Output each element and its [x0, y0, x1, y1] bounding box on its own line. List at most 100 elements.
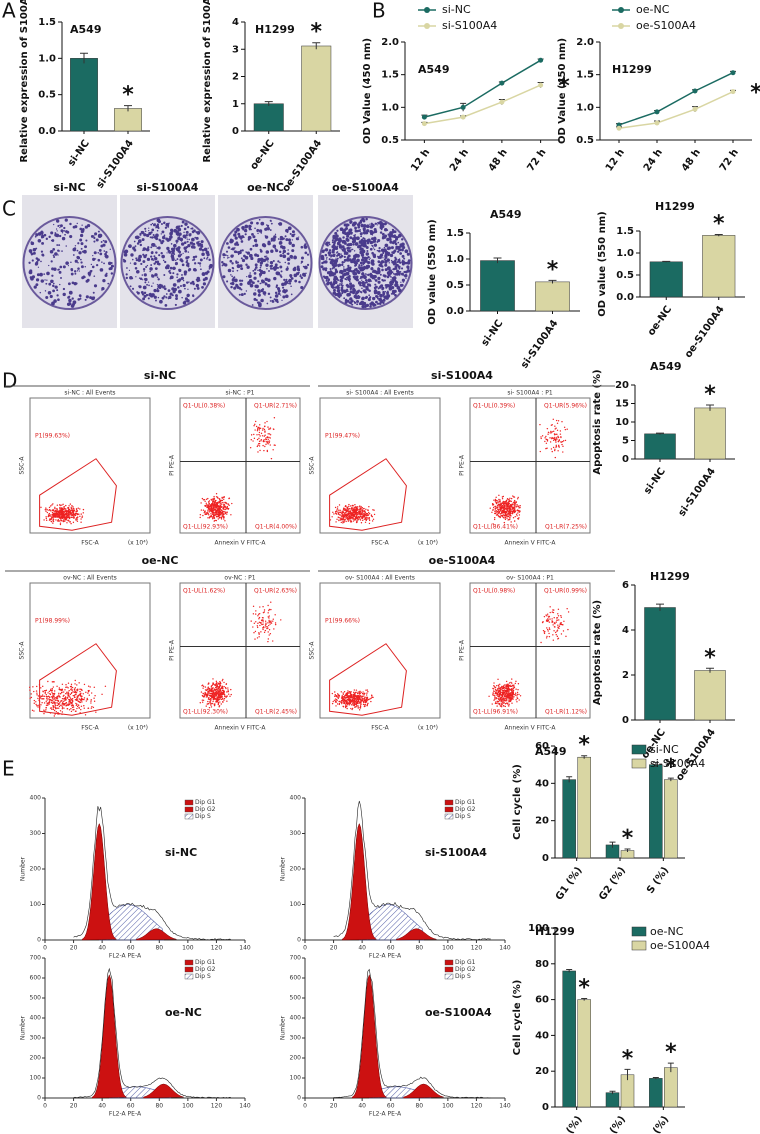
event-dot [85, 700, 88, 702]
colony [321, 261, 324, 265]
event-dot [46, 697, 48, 699]
event-dot [217, 686, 220, 688]
event-dot [225, 695, 227, 698]
event-dot [70, 705, 73, 707]
colony [394, 267, 398, 270]
y-tick-label: 0.0 [38, 126, 56, 137]
y-axis-label: Relative expression of S100A4 [19, 0, 30, 163]
event-dot [250, 439, 252, 441]
event-dot [213, 688, 216, 690]
event-dot [267, 616, 269, 618]
y-tick-label: 1.0 [616, 248, 634, 259]
event-dot [64, 699, 66, 701]
event-dot [73, 695, 75, 697]
event-dot [54, 713, 56, 715]
colony [48, 235, 51, 239]
colony [39, 291, 42, 294]
event-dot [70, 516, 73, 519]
event-dot [62, 520, 65, 522]
event-dot [552, 439, 555, 442]
event-dot [35, 701, 37, 703]
colony [278, 242, 282, 245]
event-dot [72, 521, 75, 524]
colony [35, 261, 39, 264]
event-dot [75, 710, 77, 712]
colony [266, 226, 270, 231]
gate-label: P1(99.47%) [325, 433, 360, 440]
event-dot [89, 686, 91, 688]
colony [306, 253, 310, 256]
event-dot [505, 501, 508, 503]
colony [226, 242, 229, 245]
event-dot [81, 698, 84, 701]
error-bar [80, 52, 88, 64]
event-dot [222, 506, 225, 508]
event-dot [53, 709, 56, 712]
event-dot [66, 511, 68, 513]
colony [347, 292, 351, 297]
event-dot [56, 697, 58, 699]
colony [76, 256, 81, 260]
point [538, 57, 544, 63]
event-dot [69, 517, 71, 519]
event-dot [81, 695, 83, 697]
event-dot [50, 688, 52, 690]
colony [163, 295, 166, 298]
event-dot [38, 699, 40, 701]
event-dot [255, 610, 257, 612]
colony [184, 300, 187, 303]
colony [359, 219, 363, 223]
colony [334, 231, 338, 235]
colony [172, 290, 176, 294]
error-bar [714, 234, 723, 237]
event-dot [355, 521, 358, 524]
colony [163, 234, 166, 237]
colony [304, 265, 308, 270]
colony [51, 301, 55, 306]
colony [362, 283, 366, 287]
event-dot [549, 441, 552, 443]
event-dot [52, 686, 55, 688]
event-dot [90, 707, 93, 709]
event-dot [217, 687, 219, 689]
colony [253, 272, 257, 275]
colony [338, 238, 342, 243]
event-dot [343, 515, 346, 518]
colony [48, 264, 50, 267]
event-dot [354, 512, 356, 514]
legend-label: oe-S100A4 [636, 19, 696, 32]
event-dot [554, 449, 556, 452]
colony [394, 273, 397, 276]
event-dot [357, 515, 360, 518]
event-dot [221, 692, 223, 694]
colony [282, 254, 287, 259]
event-dot [264, 445, 266, 448]
colony [175, 294, 178, 298]
event-dot [61, 507, 64, 510]
y-tick-label: 3 [232, 44, 239, 55]
event-dot [50, 520, 53, 523]
axis-label: PI PE-A [459, 454, 466, 476]
event-dot [219, 688, 221, 690]
colony [379, 221, 383, 225]
colony [110, 272, 114, 275]
y-tick-label: 1.0 [38, 53, 56, 64]
colony [39, 272, 43, 277]
colony [253, 238, 258, 243]
event-dot [253, 425, 255, 427]
colony [208, 267, 211, 270]
event-dot [545, 447, 547, 450]
event-dot [75, 508, 78, 510]
event-dot [211, 693, 213, 696]
colony [394, 258, 396, 261]
colony [125, 276, 128, 280]
event-dot [83, 698, 85, 701]
colony [359, 290, 362, 293]
event-dot [212, 690, 215, 692]
event-dot [217, 690, 219, 693]
colony [249, 247, 253, 251]
colony [207, 247, 209, 249]
event-dot [52, 708, 55, 710]
event-dot [267, 443, 269, 445]
colony [230, 274, 232, 276]
